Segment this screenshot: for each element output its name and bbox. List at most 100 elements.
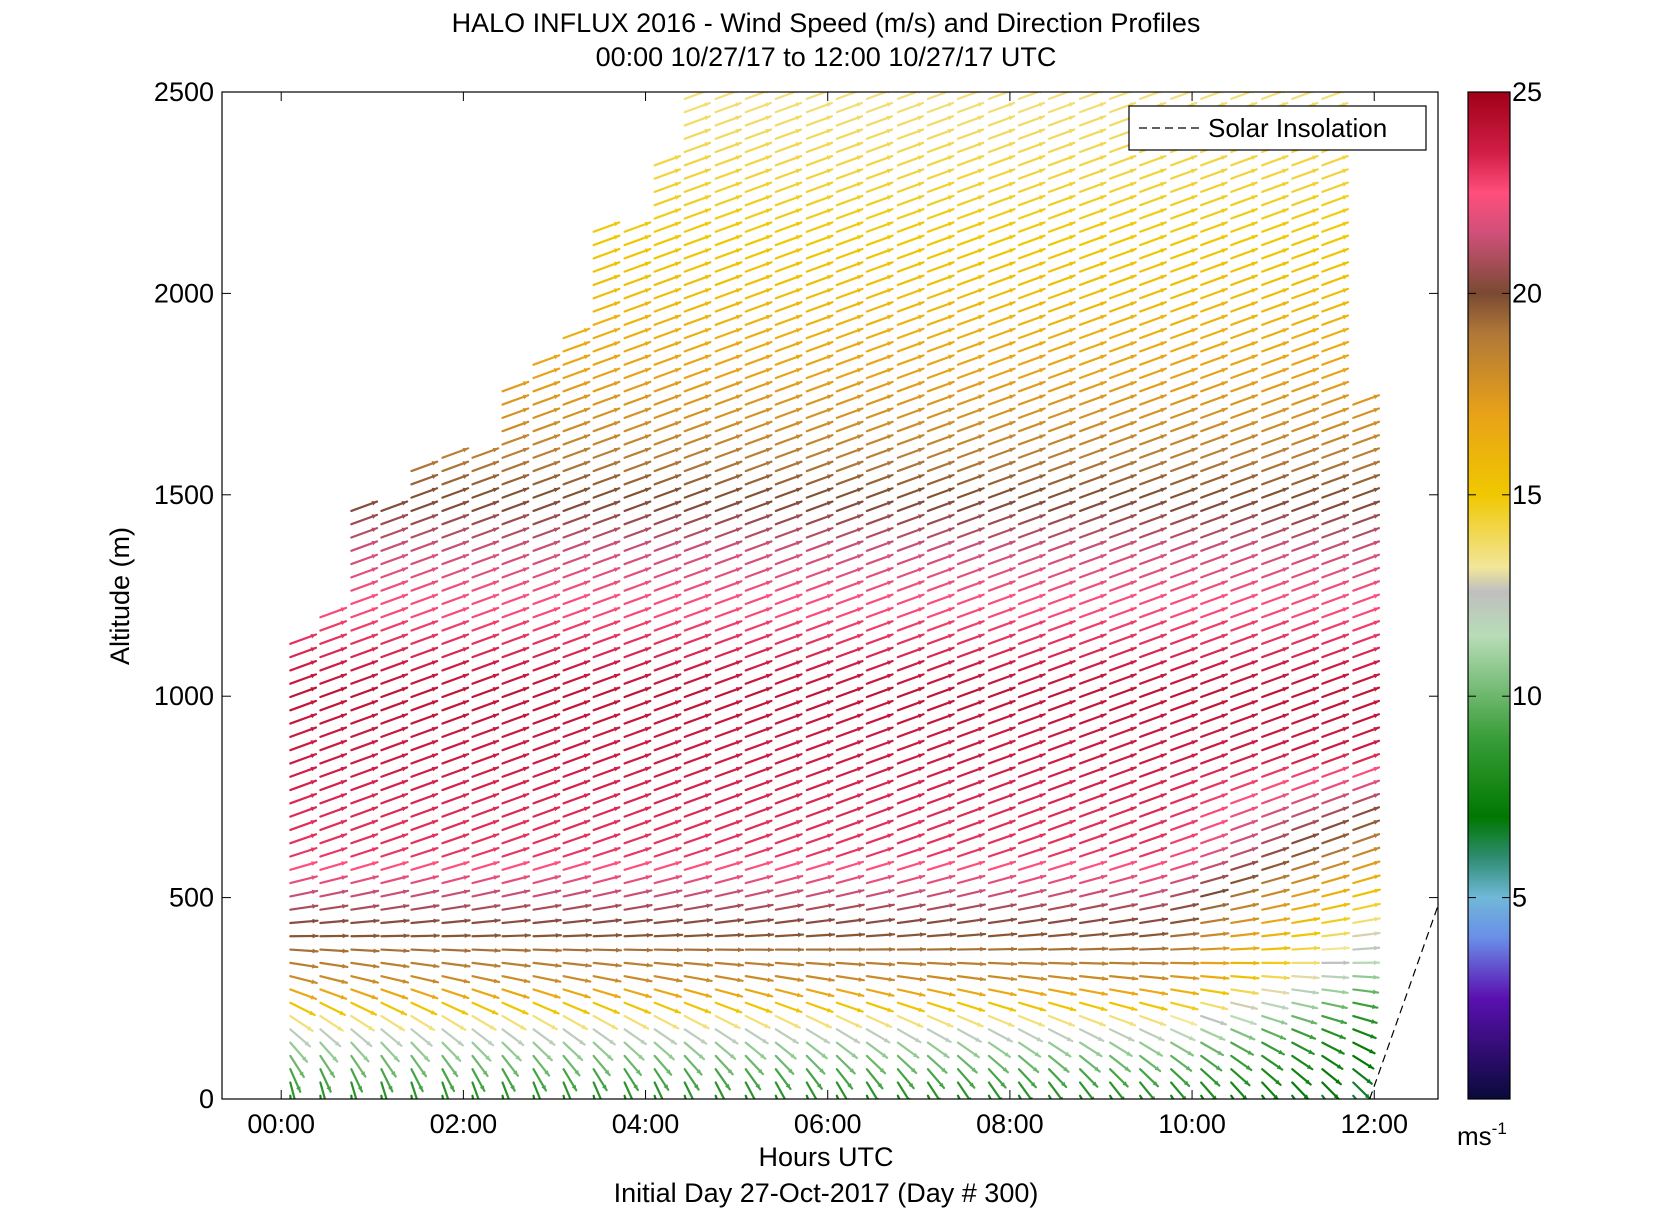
wind-arrow xyxy=(592,460,621,473)
wind-arrow xyxy=(653,833,682,845)
wind-arrow xyxy=(653,154,682,167)
wind-arrow xyxy=(501,933,531,938)
wind-arrow xyxy=(683,606,712,619)
wind-arrow xyxy=(623,580,652,592)
wind-arrow xyxy=(592,500,621,513)
wind-arrow xyxy=(289,1028,312,1048)
wind-arrow xyxy=(471,500,500,513)
wind-arrow xyxy=(501,726,530,738)
wind-arrow xyxy=(562,580,591,592)
wind-arrow xyxy=(501,1041,522,1062)
wind-arrow xyxy=(592,739,621,752)
wind-arrow xyxy=(441,713,470,725)
wind-arrow xyxy=(532,553,561,566)
wind-arrow xyxy=(501,1028,525,1047)
wind-arrow xyxy=(380,975,410,984)
wind-arrow xyxy=(410,846,439,858)
wind-arrow xyxy=(471,739,500,752)
wind-arrow xyxy=(592,646,621,659)
wind-arrow xyxy=(592,1054,611,1077)
wind-arrow xyxy=(623,620,652,632)
wind-arrow xyxy=(471,753,500,765)
wind-arrow xyxy=(592,327,621,340)
wind-arrow xyxy=(289,1054,305,1079)
wind-arrow xyxy=(289,988,318,1001)
wind-arrow xyxy=(471,473,500,486)
wind-arrow xyxy=(380,620,409,632)
wind-arrow xyxy=(410,1014,436,1032)
x-tick-label: 12:00 xyxy=(1340,1109,1408,1139)
wind-arrow xyxy=(683,1028,708,1045)
wind-arrow xyxy=(380,633,409,645)
wind-arrow xyxy=(441,473,470,486)
wind-arrow xyxy=(532,394,561,406)
wind-arrow xyxy=(380,861,409,871)
wind-arrow xyxy=(562,460,591,473)
wind-arrow xyxy=(501,633,530,645)
wind-arrow xyxy=(653,513,682,526)
wind-arrow xyxy=(683,753,712,765)
wind-arrow xyxy=(683,115,711,127)
wind-arrow xyxy=(410,933,440,939)
wind-arrow xyxy=(501,875,531,885)
wind-arrow xyxy=(592,766,621,778)
wind-arrow xyxy=(623,527,652,539)
wind-arrow xyxy=(441,686,470,699)
wind-arrow xyxy=(592,819,621,832)
wind-arrow xyxy=(683,918,713,925)
wind-arrow xyxy=(653,354,682,366)
wind-arrow xyxy=(441,739,470,752)
wind-arrow xyxy=(501,806,530,818)
wind-arrow xyxy=(532,766,561,778)
wind-arrow xyxy=(592,806,621,818)
wind-arrow xyxy=(532,1014,558,1031)
wind-arrow xyxy=(410,918,440,925)
wind-arrow xyxy=(410,861,439,871)
wind-arrow xyxy=(289,713,318,725)
wind-arrow xyxy=(683,513,712,526)
wind-arrow xyxy=(683,1068,700,1091)
wind-arrow xyxy=(380,819,409,832)
wind-arrow xyxy=(501,833,530,845)
wind-barbs xyxy=(289,92,1381,1099)
wind-arrow xyxy=(532,1001,560,1015)
colorbar-unit: ms-1 xyxy=(1457,1119,1507,1151)
wind-arrow xyxy=(592,846,621,858)
wind-arrow xyxy=(592,659,621,672)
wind-arrow xyxy=(532,473,561,486)
wind-arrow xyxy=(410,833,439,845)
wind-arrow xyxy=(623,1001,652,1015)
wind-arrow xyxy=(471,889,501,898)
wind-arrow xyxy=(441,846,470,858)
wind-arrow xyxy=(501,988,530,999)
wind-arrow xyxy=(319,686,348,699)
wind-arrow xyxy=(350,918,380,925)
wind-arrow xyxy=(350,961,380,969)
wind-arrow xyxy=(319,766,348,778)
wind-arrow xyxy=(471,860,500,871)
wind-arrow xyxy=(592,753,621,765)
wind-arrow xyxy=(683,673,712,685)
wind-arrow xyxy=(319,847,348,858)
wind-arrow xyxy=(592,779,621,792)
wind-arrow xyxy=(562,918,592,925)
wind-arrow xyxy=(380,566,409,579)
wind-arrow xyxy=(289,819,318,832)
wind-arrow xyxy=(683,947,714,953)
wind-arrow xyxy=(350,875,379,885)
wind-arrow xyxy=(592,633,621,645)
wind-arrow xyxy=(319,673,348,685)
wind-arrow xyxy=(683,961,714,968)
wind-arrow xyxy=(380,673,409,685)
wind-arrow xyxy=(410,903,440,911)
wind-arrow xyxy=(653,394,682,406)
wind-arrow xyxy=(562,903,592,911)
wind-arrow xyxy=(562,875,592,885)
wind-arrow xyxy=(350,1028,373,1048)
wind-arrow xyxy=(592,261,621,273)
wind-arrow xyxy=(683,367,712,380)
wind-arrow xyxy=(501,513,530,526)
wind-arrow xyxy=(441,553,470,566)
wind-arrow xyxy=(683,234,712,247)
wind-arrow xyxy=(623,394,652,406)
